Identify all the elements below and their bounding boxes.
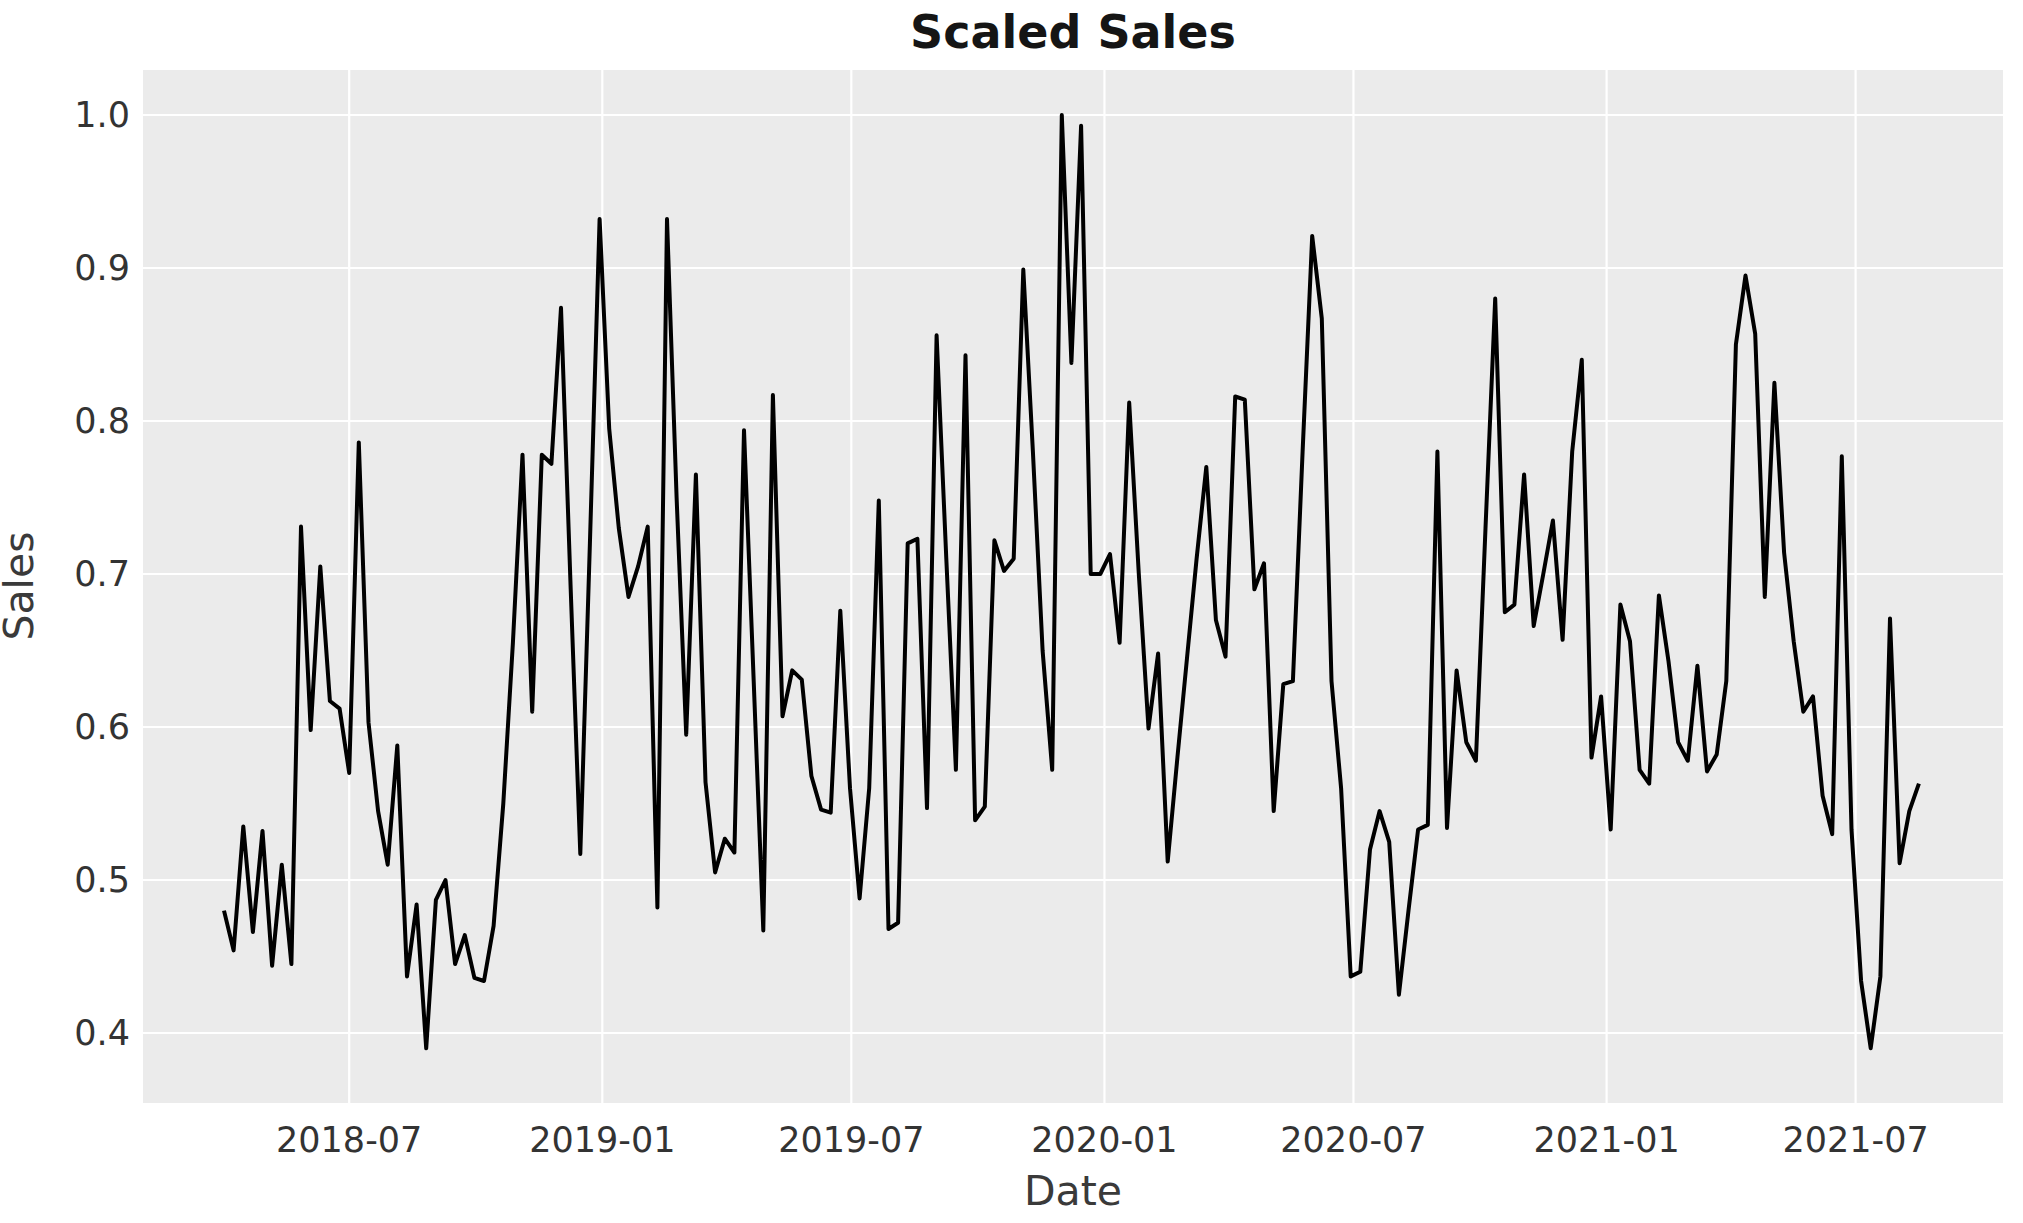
x-tick-label: 2020-01 (1031, 1120, 1177, 1160)
figure: 1.0 0.9 0.8 0.7 0.6 0.5 0.4 2018-07 2019-01 2019… (0, 0, 2023, 1223)
x-tick-labels: 2018-07 2019-01 2019-07 2020-01 2020-07 2021-… (276, 1120, 1929, 1160)
plot-area (143, 70, 2003, 1103)
x-tick-label: 2019-07 (778, 1120, 924, 1160)
y-tick-label: 0.6 (74, 707, 130, 747)
y-tick-labels: 1.0 0.9 0.8 0.7 0.6 0.5 0.4 (74, 95, 130, 1053)
sales-line-chart: 1.0 0.9 0.8 0.7 0.6 0.5 0.4 2018-07 2019-01 2019… (0, 0, 2023, 1223)
y-tick-label: 1.0 (74, 95, 130, 135)
x-tick-label: 2018-07 (276, 1120, 422, 1160)
x-tick-label: 2021-01 (1533, 1120, 1679, 1160)
chart-title: Scaled Sales (910, 5, 1236, 59)
y-tick-label: 0.4 (74, 1013, 130, 1053)
y-axis-label: Sales (0, 531, 43, 640)
y-tick-label: 0.7 (74, 554, 130, 594)
y-tick-label: 0.8 (74, 401, 130, 441)
x-tick-label: 2021-07 (1782, 1120, 1928, 1160)
y-tick-label: 0.9 (74, 248, 130, 288)
y-tick-label: 0.5 (74, 860, 130, 900)
x-axis-label: Date (1024, 1167, 1122, 1215)
x-tick-label: 2019-01 (529, 1120, 675, 1160)
x-tick-label: 2020-07 (1280, 1120, 1426, 1160)
